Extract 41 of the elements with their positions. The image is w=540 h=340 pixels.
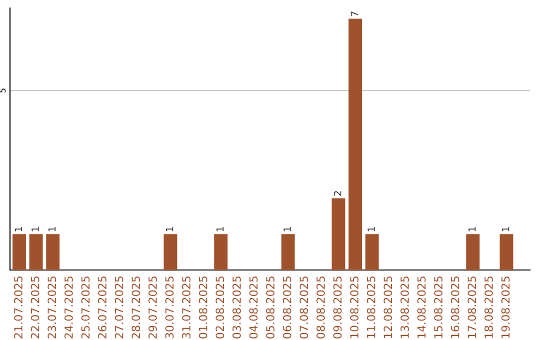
x-tick-label: 11.08.2025 bbox=[366, 276, 376, 338]
data-label: 7 bbox=[350, 12, 358, 16]
x-tick-label: 29.07.2025 bbox=[148, 276, 157, 338]
x-tick-label: 08.08.2025 bbox=[316, 276, 325, 338]
data-label: 1 bbox=[368, 227, 375, 232]
x-tick-label: 22.07.2025 bbox=[30, 276, 40, 338]
data-label: 1 bbox=[468, 227, 476, 232]
x-tick-label: 16.08.2025 bbox=[450, 276, 460, 338]
x-tick-label: 19.08.2025 bbox=[501, 276, 510, 338]
x-tick-label: 05.08.2025 bbox=[266, 276, 274, 338]
data-label: 1 bbox=[48, 227, 56, 232]
x-tick-label: 27.07.2025 bbox=[114, 276, 124, 338]
x-tick-label: 01.08.2025 bbox=[198, 276, 208, 338]
data-label: 2 bbox=[334, 191, 342, 196]
x-tick-label: 04.08.2025 bbox=[249, 276, 258, 338]
x-tick-label: 25.07.2025 bbox=[81, 276, 90, 338]
data-label: 1 bbox=[216, 227, 224, 232]
x-tick-label: 15.08.2025 bbox=[434, 276, 442, 338]
x-tick-label: 23.07.2025 bbox=[48, 276, 56, 338]
x-tick-label: 09.08.2025 bbox=[333, 276, 342, 338]
x-tick-label: 31.07.2025 bbox=[182, 276, 190, 338]
data-label: 1 bbox=[166, 227, 174, 232]
x-tick-label: 02.08.2025 bbox=[216, 276, 224, 338]
x-tick-label: 24.07.2025 bbox=[64, 276, 73, 338]
x-tick-label: 07.08.2025 bbox=[300, 276, 308, 338]
x-tick-label: 21.07.2025 bbox=[14, 276, 22, 338]
x-tick-label: 03.08.2025 bbox=[232, 276, 241, 338]
data-label: 1 bbox=[32, 227, 39, 232]
x-tick-label: 28.07.2025 bbox=[132, 276, 140, 338]
x-tick-label: 14.08.2025 bbox=[417, 276, 426, 338]
x-tick-label: 26.07.2025 bbox=[98, 276, 106, 338]
x-tick-label: 13.08.2025 bbox=[400, 276, 409, 338]
x-tick-label: 30.07.2025 bbox=[165, 276, 174, 338]
x-tick-label: 17.08.2025 bbox=[468, 276, 476, 338]
data-label: 1 bbox=[14, 227, 22, 232]
x-tick-label: 18.08.2025 bbox=[484, 276, 493, 338]
data-label: 1 bbox=[284, 227, 291, 232]
x-tick-label: 06.08.2025 bbox=[282, 276, 292, 338]
x-tick-label: 12.08.2025 bbox=[384, 276, 392, 338]
data-label: 1 bbox=[502, 227, 510, 232]
x-tick-label: 10.08.2025 bbox=[350, 276, 358, 338]
